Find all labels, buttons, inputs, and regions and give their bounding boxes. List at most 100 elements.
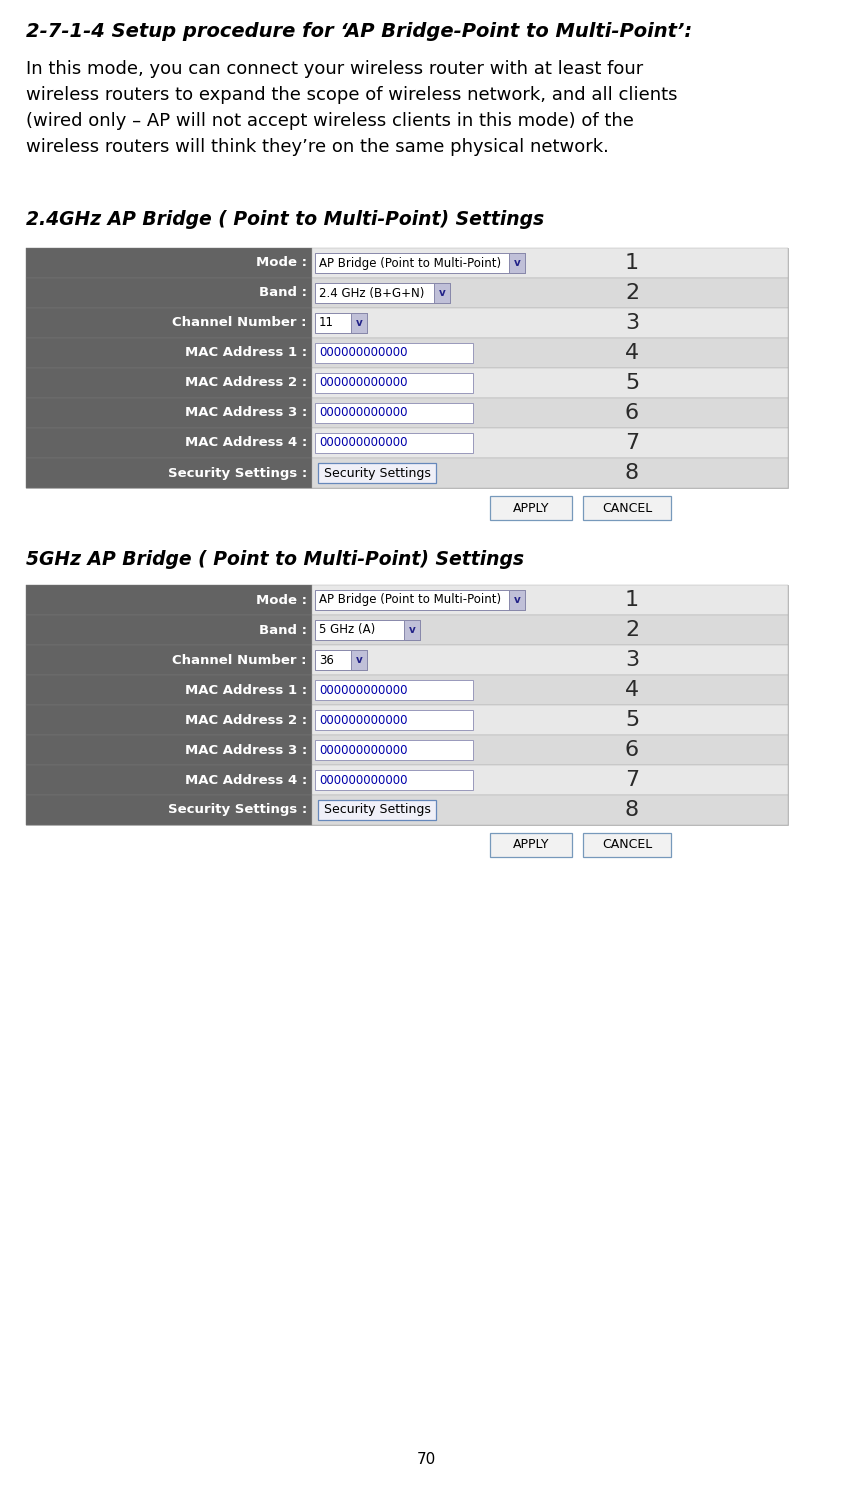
- Text: Security Settings: Security Settings: [323, 803, 430, 816]
- Bar: [314, 253, 524, 274]
- Bar: [312, 458, 787, 488]
- Text: 000000000000: 000000000000: [319, 773, 407, 787]
- Bar: [312, 278, 787, 308]
- Bar: [404, 620, 419, 639]
- Text: CANCEL: CANCEL: [602, 839, 652, 852]
- Bar: [26, 338, 312, 367]
- Bar: [312, 338, 787, 367]
- Text: 3: 3: [625, 650, 638, 671]
- Bar: [318, 462, 435, 483]
- Bar: [314, 709, 473, 730]
- Bar: [26, 458, 312, 488]
- Bar: [26, 616, 312, 645]
- Text: Security Settings: Security Settings: [323, 467, 430, 479]
- Bar: [489, 833, 572, 857]
- Text: 11: 11: [319, 317, 334, 330]
- Text: MAC Address 4 :: MAC Address 4 :: [185, 773, 307, 787]
- Text: 2: 2: [625, 620, 638, 639]
- Bar: [582, 497, 671, 520]
- Text: 70: 70: [417, 1451, 435, 1468]
- Text: v: v: [408, 625, 415, 635]
- Text: MAC Address 4 :: MAC Address 4 :: [185, 437, 307, 449]
- Bar: [312, 735, 787, 764]
- Text: 2.4 GHz (B+G+N): 2.4 GHz (B+G+N): [319, 287, 424, 299]
- Text: MAC Address 2 :: MAC Address 2 :: [185, 376, 307, 390]
- Bar: [26, 584, 312, 616]
- Bar: [314, 283, 450, 303]
- Bar: [318, 800, 435, 819]
- Text: 1: 1: [625, 590, 638, 610]
- Bar: [312, 248, 787, 278]
- Text: v: v: [438, 288, 445, 297]
- Bar: [26, 248, 312, 278]
- Bar: [26, 584, 787, 825]
- Text: 6: 6: [625, 403, 638, 422]
- Bar: [26, 278, 312, 308]
- Text: MAC Address 1 :: MAC Address 1 :: [185, 684, 307, 696]
- Text: AP Bridge (Point to Multi-Point): AP Bridge (Point to Multi-Point): [319, 593, 500, 607]
- Bar: [26, 796, 312, 825]
- Bar: [314, 343, 473, 363]
- Text: MAC Address 3 :: MAC Address 3 :: [185, 406, 307, 419]
- Text: Band :: Band :: [259, 623, 307, 636]
- Text: v: v: [355, 318, 362, 329]
- Text: Channel Number :: Channel Number :: [172, 317, 307, 330]
- Bar: [314, 433, 473, 454]
- Bar: [312, 428, 787, 458]
- Bar: [26, 308, 312, 338]
- Text: 8: 8: [625, 800, 638, 819]
- Bar: [582, 833, 671, 857]
- Text: wireless routers to expand the scope of wireless network, and all clients: wireless routers to expand the scope of …: [26, 86, 676, 104]
- Text: 000000000000: 000000000000: [319, 437, 407, 449]
- Text: (wired only – AP will not accept wireless clients in this mode) of the: (wired only – AP will not accept wireles…: [26, 112, 633, 129]
- Bar: [312, 796, 787, 825]
- Text: Mode :: Mode :: [256, 256, 307, 269]
- Bar: [312, 675, 787, 705]
- Text: 5 GHz (A): 5 GHz (A): [319, 623, 375, 636]
- Text: 000000000000: 000000000000: [319, 346, 407, 360]
- Bar: [312, 399, 787, 428]
- Bar: [26, 399, 312, 428]
- Bar: [26, 764, 312, 796]
- Text: MAC Address 3 :: MAC Address 3 :: [185, 744, 307, 757]
- Bar: [26, 428, 312, 458]
- Text: 5: 5: [625, 373, 638, 393]
- Bar: [26, 675, 312, 705]
- Bar: [314, 620, 419, 639]
- Bar: [26, 735, 312, 764]
- Text: 5: 5: [625, 709, 638, 730]
- Bar: [312, 764, 787, 796]
- Bar: [312, 308, 787, 338]
- Text: v: v: [513, 595, 520, 605]
- Text: 3: 3: [625, 312, 638, 333]
- Bar: [314, 770, 473, 790]
- Text: 1: 1: [625, 253, 638, 274]
- Text: MAC Address 1 :: MAC Address 1 :: [185, 346, 307, 360]
- Text: 2-7-1-4 Setup procedure for ‘AP Bridge-Point to Multi-Point’:: 2-7-1-4 Setup procedure for ‘AP Bridge-P…: [26, 22, 691, 42]
- Bar: [314, 590, 524, 610]
- Bar: [26, 705, 312, 735]
- Text: Band :: Band :: [259, 287, 307, 299]
- Bar: [509, 253, 524, 274]
- Bar: [312, 616, 787, 645]
- Text: wireless routers will think they’re on the same physical network.: wireless routers will think they’re on t…: [26, 138, 608, 156]
- Text: v: v: [513, 259, 520, 268]
- Text: Channel Number :: Channel Number :: [172, 653, 307, 666]
- Text: APPLY: APPLY: [512, 501, 549, 515]
- Bar: [314, 741, 473, 760]
- Text: 7: 7: [625, 770, 638, 790]
- Text: 6: 6: [625, 741, 638, 760]
- Text: 4: 4: [625, 343, 638, 363]
- Bar: [350, 312, 366, 333]
- Text: 000000000000: 000000000000: [319, 744, 407, 757]
- Bar: [312, 645, 787, 675]
- Text: 000000000000: 000000000000: [319, 714, 407, 727]
- Text: 000000000000: 000000000000: [319, 376, 407, 390]
- Bar: [26, 645, 312, 675]
- Bar: [314, 680, 473, 700]
- Bar: [489, 497, 572, 520]
- Text: Mode :: Mode :: [256, 593, 307, 607]
- Text: MAC Address 2 :: MAC Address 2 :: [185, 714, 307, 727]
- Text: APPLY: APPLY: [512, 839, 549, 852]
- Bar: [314, 312, 366, 333]
